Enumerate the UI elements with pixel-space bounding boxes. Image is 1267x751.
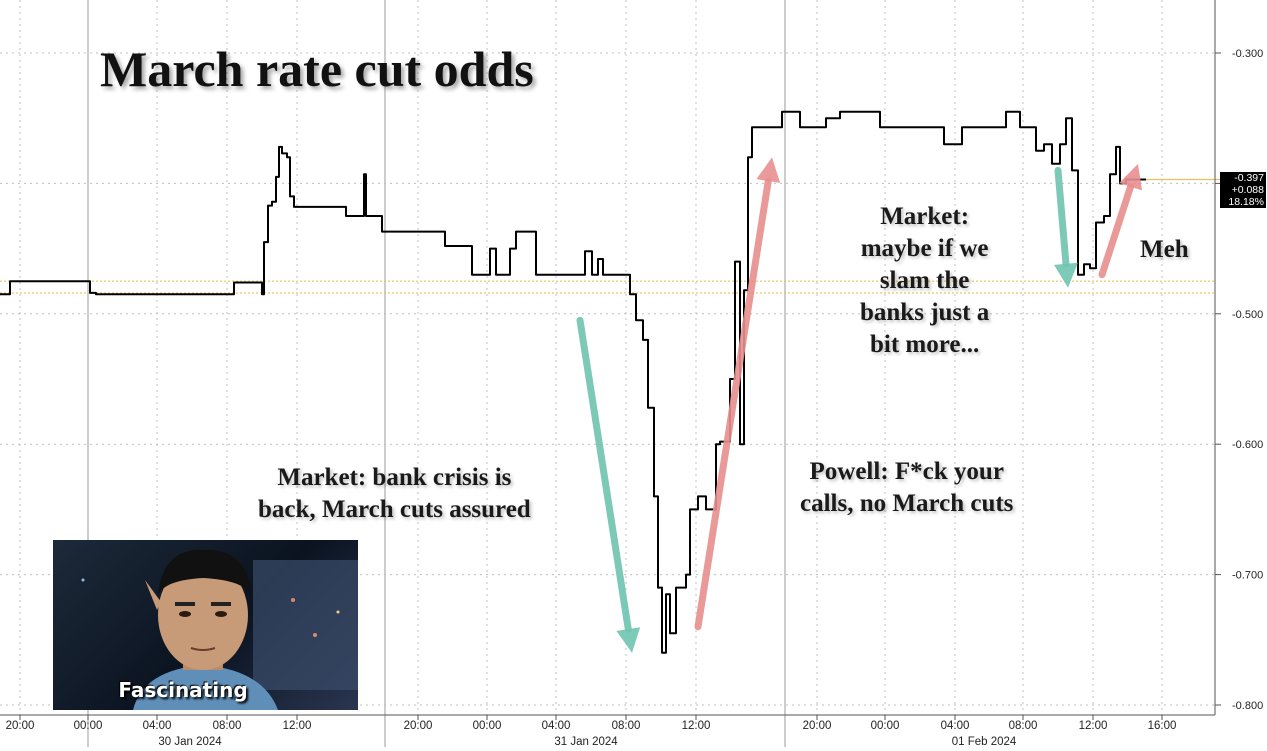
y-tick-label: -0.800 xyxy=(1232,700,1263,712)
annotation-arrows xyxy=(576,157,1142,653)
x-tick-label: 12:00 xyxy=(283,720,312,732)
meme-caption: Fascinating xyxy=(118,678,248,702)
arrow-down-head xyxy=(1054,262,1078,288)
chart-title: March rate cut odds xyxy=(100,41,534,97)
x-tick-label: 08:00 xyxy=(612,720,641,732)
arrow-shaft xyxy=(694,177,772,631)
arrow-shaft xyxy=(576,316,632,633)
arrow-up-head xyxy=(756,157,781,183)
x-axis: 20:00 00:00 04:00 08:00 12:00 20:00 00:00 04:00… xyxy=(0,714,1215,748)
last-value-tag: -0.397 xyxy=(1220,172,1266,184)
annotation-line: bit more... xyxy=(869,331,980,358)
annotation-line: Market: xyxy=(880,203,970,230)
reference-lines xyxy=(0,178,1220,294)
x-tick-label: 20:00 xyxy=(404,720,433,732)
annotation-line: slam the xyxy=(879,267,970,294)
y-tick-label: -0.500 xyxy=(1232,309,1263,321)
annotation-line: Market: bank crisis is xyxy=(277,464,512,491)
arrow-shaft xyxy=(1054,166,1070,268)
y-tick-label: -0.600 xyxy=(1232,439,1263,451)
date-label: 30 Jan 2024 xyxy=(158,736,222,747)
change-tag: +0.088 xyxy=(1220,184,1266,196)
x-tick-label: 20:00 xyxy=(6,720,35,732)
x-tick-label: 08:00 xyxy=(213,720,242,732)
y-tick-label: -0.300 xyxy=(1232,48,1263,60)
spock-meme-image: Fascinating xyxy=(53,540,358,710)
x-tick-label: 12:00 xyxy=(682,720,711,732)
x-tick-label: 16:00 xyxy=(1148,720,1177,732)
x-tick-label: 00:00 xyxy=(871,720,900,732)
y-axis: -0.300-0.400-0.500-0.600-0.700-0.800 xyxy=(1214,0,1263,715)
y-tick-label: -0.700 xyxy=(1232,570,1263,582)
arrow-up-head xyxy=(1119,163,1142,191)
annotation-line: banks just a xyxy=(860,299,990,326)
x-tick-label: 00:00 xyxy=(74,720,103,732)
x-tick-label: 12:00 xyxy=(1079,720,1108,732)
spock-illustration xyxy=(81,549,358,710)
arrow-down-head xyxy=(616,627,641,653)
annotation-line: back, March cuts assured xyxy=(258,496,531,523)
x-tick-label: 04:00 xyxy=(143,720,172,732)
x-tick-label: 20:00 xyxy=(803,720,832,732)
x-tick-label: 04:00 xyxy=(542,720,571,732)
annotation-line: Powell: F*ck your xyxy=(809,458,1004,485)
x-tick-label: 08:00 xyxy=(1009,720,1038,732)
date-label: 31 Jan 2024 xyxy=(554,736,618,747)
annotation-meh: Meh xyxy=(1140,236,1189,263)
annotation-line: calls, no March cuts xyxy=(800,490,1014,517)
x-tick-label: 00:00 xyxy=(473,720,502,732)
series-line xyxy=(0,110,1146,654)
annotation-bank-crisis: Market: bank crisis is back, March cuts … xyxy=(258,462,531,526)
annotation-line: maybe if we xyxy=(860,235,989,262)
annotation-powell: Powell: F*ck your calls, no March cuts xyxy=(800,456,1013,520)
arrow-shaft xyxy=(1098,183,1135,279)
date-label: 01 Feb 2024 xyxy=(952,736,1017,747)
x-tick-label: 04:00 xyxy=(941,720,970,732)
annotation-slam-banks: Market: maybe if we slam the banks just … xyxy=(860,201,989,361)
percent-tag: 18.18% xyxy=(1220,196,1266,208)
